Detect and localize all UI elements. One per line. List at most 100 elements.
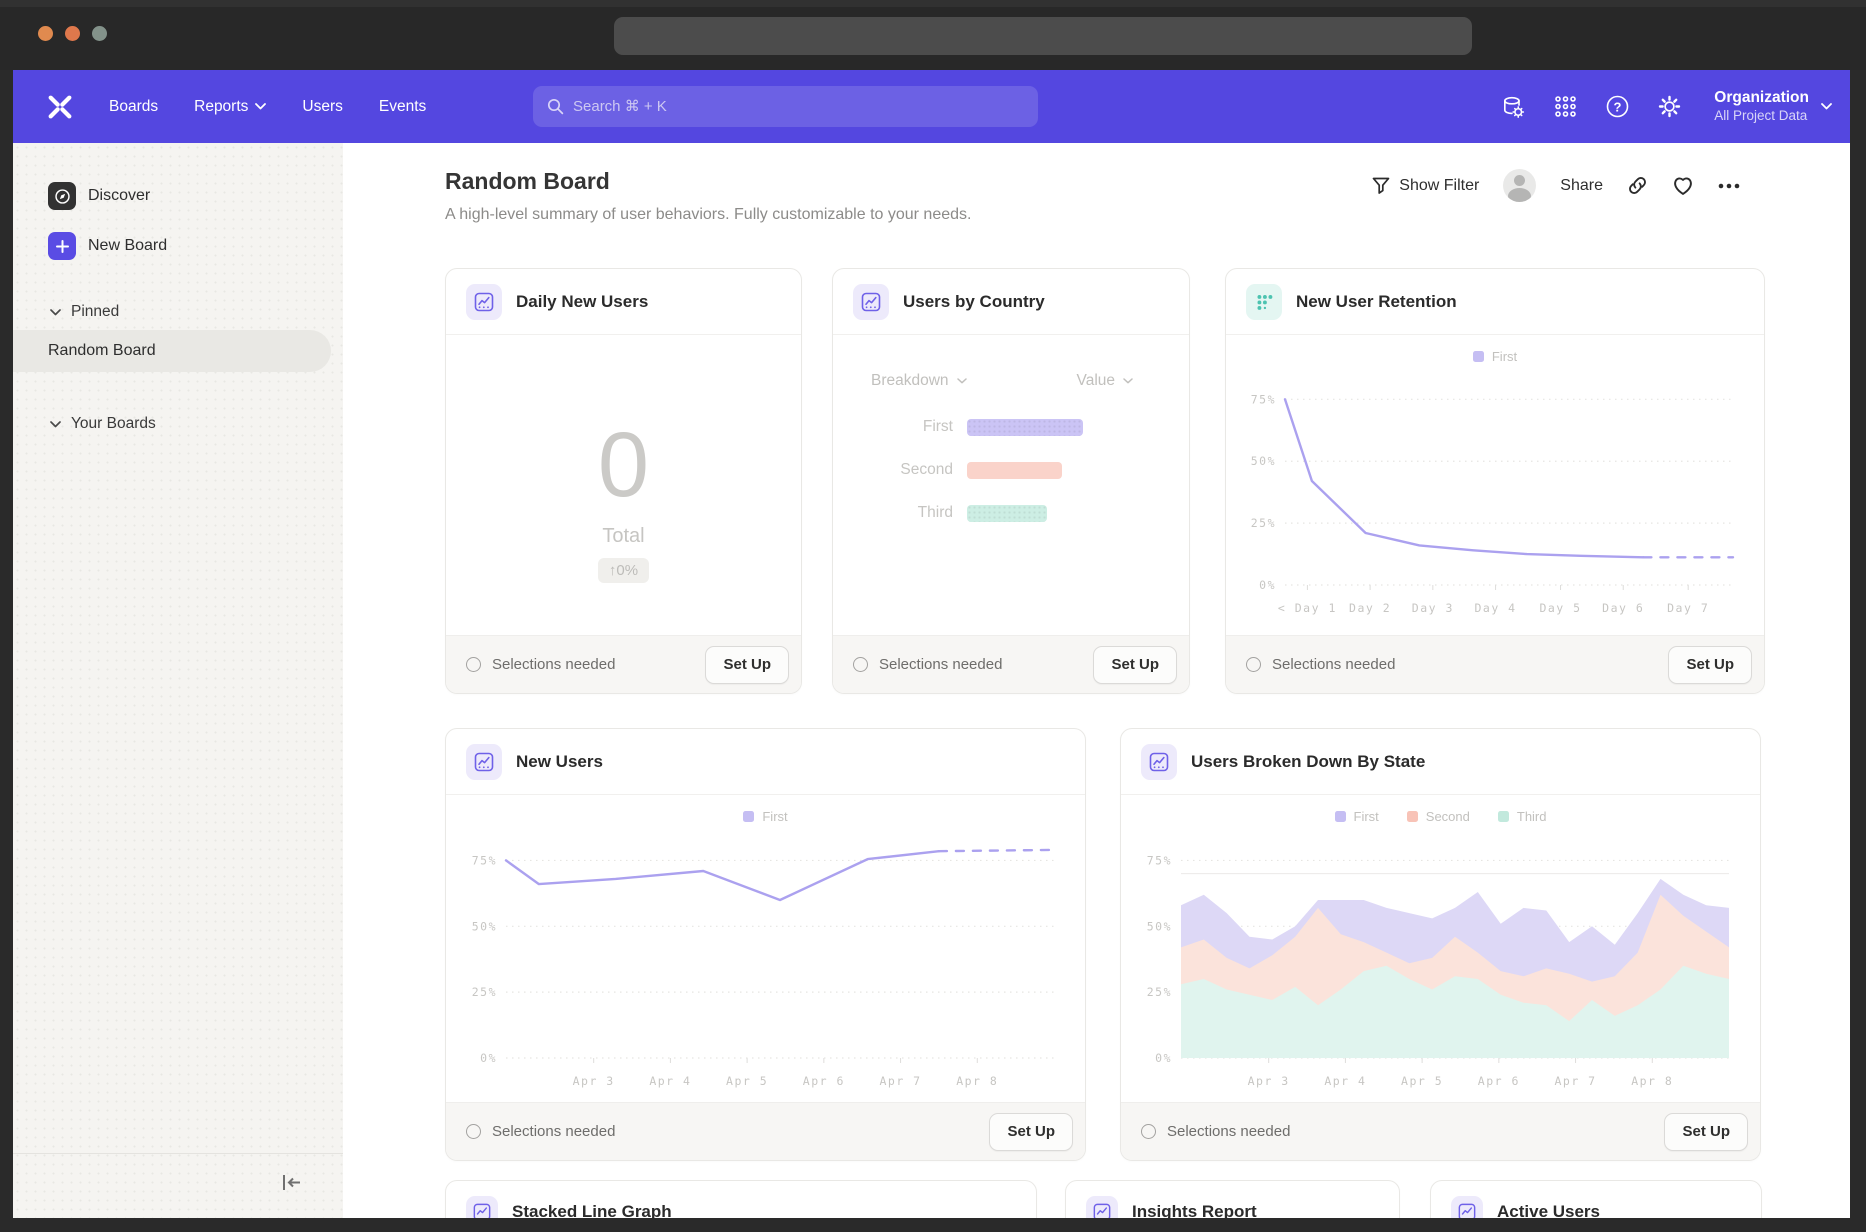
card-new-user-retention: New User Retention First 75% 50% 25% 0% < Da… xyxy=(1225,268,1765,694)
board-actions: Show Filter Share xyxy=(1372,169,1740,202)
legend-label: Third xyxy=(1516,809,1547,824)
legend-label: First xyxy=(762,809,788,824)
country-row: First xyxy=(833,418,1189,436)
svg-text:25%: 25% xyxy=(1251,516,1276,530)
line-chart-icon xyxy=(1141,743,1177,780)
apps-grid-icon[interactable] xyxy=(1552,94,1578,120)
org-project-switcher[interactable]: Organization All Project Data xyxy=(1714,88,1832,124)
metric-delta-badge: ↑0% xyxy=(597,558,650,583)
set-up-button[interactable]: Set Up xyxy=(1668,645,1752,684)
card-active-users: Active Users xyxy=(1430,1180,1762,1218)
svg-text:75%: 75% xyxy=(471,853,496,867)
status-text: Selections needed xyxy=(492,656,616,673)
status-text: Selections needed xyxy=(1272,656,1396,673)
nav-item-events[interactable]: Events xyxy=(365,89,440,125)
card-title: Users by Country xyxy=(903,291,1045,311)
line-chart-icon xyxy=(466,283,502,320)
nav-item-users[interactable]: Users xyxy=(288,89,356,125)
mixpanel-logo-icon[interactable] xyxy=(43,90,77,124)
board-main: Random Board A high-level summary of use… xyxy=(343,143,1850,1218)
retention-line-chart: 75% 50% 25% 0%< Day 1 Day 2 Day 3 Day 4 Day 5 Da… xyxy=(1251,392,1735,615)
svg-text:Apr 8: Apr 8 xyxy=(956,1074,998,1088)
legend-item: Second xyxy=(1406,809,1470,824)
sidebar-item-label: New Board xyxy=(88,237,168,254)
card-title: Stacked Line Graph xyxy=(512,1202,672,1218)
country-row-label: Second xyxy=(900,461,953,478)
breakdown-dropdown[interactable]: Breakdown xyxy=(871,372,967,390)
status-circle-icon xyxy=(853,657,868,672)
sidebar-group-pinned[interactable]: Pinned xyxy=(50,303,119,321)
chevron-down-icon xyxy=(255,103,267,110)
minimize-window-button[interactable] xyxy=(65,26,80,41)
show-filter-button[interactable]: Show Filter xyxy=(1372,177,1479,195)
heart-icon xyxy=(1674,177,1692,195)
close-window-button[interactable] xyxy=(38,26,53,41)
data-management-icon[interactable] xyxy=(1500,94,1526,120)
chart-legend: First xyxy=(446,809,1085,824)
sidebar-item-new-board[interactable]: New Board xyxy=(48,232,167,260)
line-chart-icon xyxy=(466,743,502,780)
sidebar-collapse-button[interactable] xyxy=(279,1170,305,1194)
chevron-down-icon xyxy=(50,420,61,427)
set-up-button[interactable]: Set Up xyxy=(1093,645,1177,684)
country-row: Second xyxy=(833,461,1189,479)
card-title: Active Users xyxy=(1497,1202,1601,1218)
svg-text:Apr 6: Apr 6 xyxy=(1477,1074,1519,1088)
ellipsis-icon xyxy=(1718,183,1740,188)
browser-address-bar[interactable] xyxy=(614,17,1472,55)
more-options-button[interactable] xyxy=(1718,183,1740,189)
set-up-button[interactable]: Set Up xyxy=(705,645,789,684)
card-title: Users Broken Down By State xyxy=(1191,751,1426,771)
value-dropdown[interactable]: Value xyxy=(1077,372,1134,390)
legend-swatch xyxy=(1406,811,1418,822)
chevron-down-icon xyxy=(1123,378,1133,384)
chevron-down-icon xyxy=(956,378,967,384)
card-footer: Selections needed Set Up xyxy=(833,635,1189,693)
nav-menu: Boards Reports Users Events xyxy=(95,89,440,125)
sidebar-item-discover[interactable]: Discover xyxy=(48,182,150,210)
settings-gear-icon[interactable] xyxy=(1656,94,1682,120)
svg-text:0%: 0% xyxy=(1155,1051,1172,1065)
set-up-button[interactable]: Set Up xyxy=(1664,1112,1748,1151)
share-button[interactable]: Share xyxy=(1560,177,1603,195)
metric-label: Total xyxy=(602,525,645,547)
country-row-label: Third xyxy=(917,504,953,521)
svg-text:Apr 4: Apr 4 xyxy=(649,1074,691,1088)
chart-legend: First Second Third xyxy=(1121,809,1760,824)
chevron-down-icon xyxy=(1821,103,1832,110)
card-new-users: New Users First 75% 50% 25% 0% Apr 3 Apr 4 Apr… xyxy=(445,728,1086,1161)
card-users-by-country: Users by Country Breakdown Value First Se… xyxy=(832,268,1190,694)
svg-text:0%: 0% xyxy=(1259,578,1276,592)
global-search[interactable] xyxy=(533,86,1038,127)
sidebar-item-random-board[interactable]: Random Board xyxy=(13,330,331,372)
help-icon[interactable]: ? xyxy=(1604,94,1630,120)
svg-text:Day 7: Day 7 xyxy=(1667,601,1709,615)
svg-text:Apr 7: Apr 7 xyxy=(1554,1074,1596,1088)
navbar-right-group: ? Organization All Project Data xyxy=(1500,70,1832,143)
nav-item-reports[interactable]: Reports xyxy=(180,89,280,125)
legend-label: First xyxy=(1353,809,1379,824)
sidebar-group-your-boards[interactable]: Your Boards xyxy=(50,415,156,433)
copy-link-button[interactable] xyxy=(1627,175,1648,196)
status-circle-icon xyxy=(466,657,481,672)
legend-swatch xyxy=(1497,811,1509,822)
country-row-label: First xyxy=(922,418,953,435)
country-bar-list: First Second Third xyxy=(833,418,1189,522)
nav-item-boards[interactable]: Boards xyxy=(95,89,172,125)
nav-item-label: Events xyxy=(378,97,427,115)
search-icon xyxy=(547,98,564,115)
svg-text:Day 6: Day 6 xyxy=(1602,601,1644,615)
svg-text:50%: 50% xyxy=(471,919,496,933)
svg-text:Day 2: Day 2 xyxy=(1349,601,1391,615)
retention-dots-icon xyxy=(1246,283,1282,320)
avatar[interactable] xyxy=(1503,169,1537,202)
set-up-button[interactable]: Set Up xyxy=(989,1112,1073,1151)
legend-item: First xyxy=(743,809,788,824)
card-users-by-state: Users Broken Down By State First Second Th… xyxy=(1120,728,1761,1161)
card-insights-report: Insights Report xyxy=(1065,1180,1400,1218)
svg-text:25%: 25% xyxy=(1146,985,1171,999)
favorite-button[interactable] xyxy=(1672,176,1694,196)
card-footer: Selections needed Set Up xyxy=(1121,1102,1760,1160)
maximize-window-button[interactable] xyxy=(92,26,107,41)
search-input[interactable] xyxy=(573,98,1024,115)
